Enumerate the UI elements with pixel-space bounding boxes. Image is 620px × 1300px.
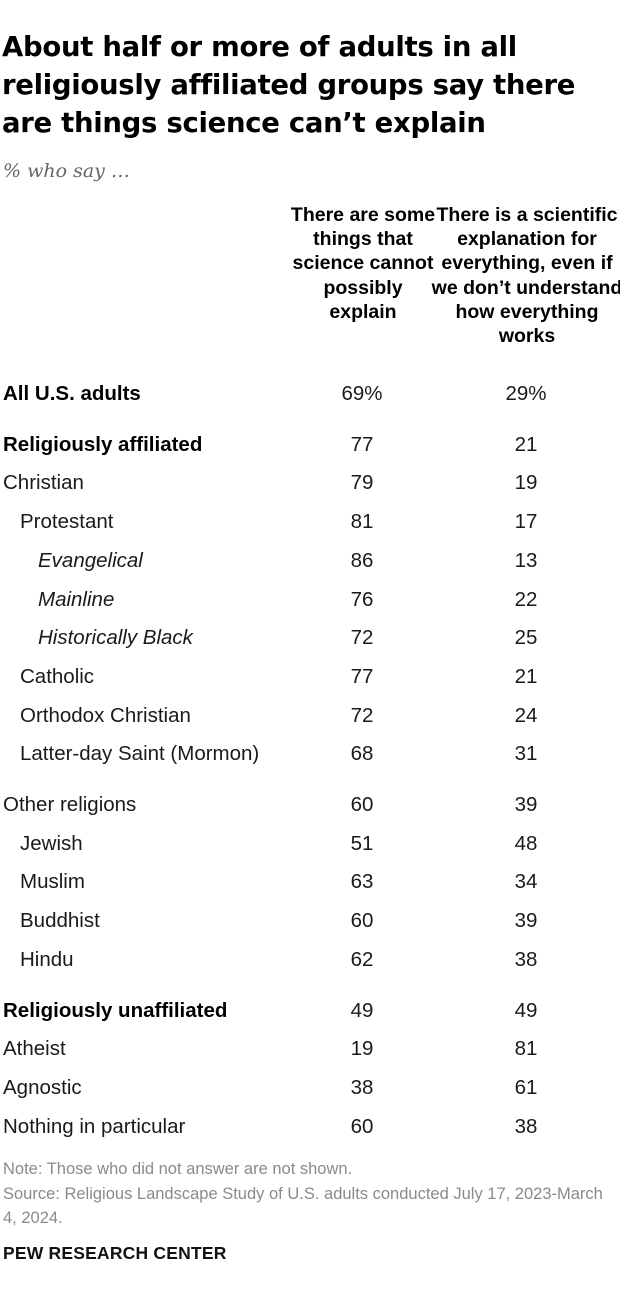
value-science-cannot-explain: 60 <box>350 909 374 933</box>
value-science-cannot-explain: 49 <box>350 998 374 1022</box>
table-row: Muslim 63 34 <box>0 864 620 900</box>
value-science-cannot-explain: 19 <box>350 1037 374 1061</box>
row-label: Catholic <box>20 664 95 688</box>
value-science-cannot-explain: 69% <box>341 382 383 405</box>
source-text: Source: Religious Landscape Study of U.S… <box>3 1185 603 1227</box>
value-scientific-explanation: 31 <box>514 742 538 766</box>
row-label: Protestant <box>20 510 114 534</box>
table-row: Orthodox Christian 72 24 <box>0 698 620 734</box>
column-header-science-cannot-explain: There are some things that science canno… <box>290 204 436 323</box>
value-science-cannot-explain: 77 <box>350 664 374 688</box>
row-label: Buddhist <box>20 909 100 933</box>
value-science-cannot-explain: 86 <box>350 548 374 572</box>
table-row: Catholic 77 21 <box>0 659 620 695</box>
chart-subtitle: % who say … <box>3 160 130 182</box>
value-scientific-explanation: 61 <box>514 1075 538 1099</box>
row-label: Orthodox Christian <box>20 703 191 727</box>
value-science-cannot-explain: 79 <box>350 471 374 495</box>
row-label: All U.S. adults <box>3 382 141 405</box>
value-scientific-explanation: 38 <box>514 1114 538 1138</box>
table-row: Other religions 60 39 <box>0 787 620 823</box>
value-scientific-explanation: 13 <box>514 548 538 572</box>
value-science-cannot-explain: 63 <box>350 870 374 894</box>
value-scientific-explanation: 21 <box>514 664 538 688</box>
row-label: Religiously unaffiliated <box>3 998 228 1022</box>
row-label: Atheist <box>3 1037 66 1061</box>
table-row: Buddhist 60 39 <box>0 903 620 939</box>
value-science-cannot-explain: 76 <box>350 587 374 611</box>
value-science-cannot-explain: 60 <box>350 793 374 816</box>
table-row: All U.S. adults 69% 29% <box>0 376 620 412</box>
table-row: Nothing in particular 60 38 <box>0 1109 620 1145</box>
value-science-cannot-explain: 72 <box>350 703 374 727</box>
value-science-cannot-explain: 62 <box>350 947 374 971</box>
table-row: Historically Black 72 25 <box>0 620 620 656</box>
column-header-scientific-explanation: There is a scientific explanation for ev… <box>431 204 620 348</box>
value-science-cannot-explain: 51 <box>350 831 374 855</box>
value-scientific-explanation: 49 <box>514 998 538 1022</box>
value-scientific-explanation: 24 <box>514 703 538 727</box>
value-science-cannot-explain: 38 <box>350 1075 374 1099</box>
table-row: Hindu 62 38 <box>0 942 620 978</box>
value-science-cannot-explain: 72 <box>350 626 374 650</box>
row-label: Nothing in particular <box>3 1114 186 1138</box>
row-label: Historically Black <box>38 626 193 650</box>
value-scientific-explanation: 17 <box>514 510 538 534</box>
value-science-cannot-explain: 81 <box>350 510 374 534</box>
value-scientific-explanation: 21 <box>514 432 538 456</box>
value-scientific-explanation: 38 <box>514 947 538 971</box>
value-scientific-explanation: 25 <box>514 626 538 650</box>
pew-research-center-logo-text: PEW RESEARCH CENTER <box>3 1243 227 1263</box>
value-science-cannot-explain: 60 <box>350 1114 374 1138</box>
row-label: Other religions <box>3 793 137 816</box>
row-label: Jewish <box>20 831 83 855</box>
row-label: Mainline <box>38 587 115 611</box>
row-label: Muslim <box>20 870 85 894</box>
table-row: Agnostic 38 61 <box>0 1070 620 1106</box>
value-scientific-explanation: 34 <box>514 870 538 894</box>
row-label: Religiously affiliated <box>3 432 203 456</box>
value-scientific-explanation: 19 <box>514 471 538 495</box>
value-scientific-explanation: 39 <box>514 909 538 933</box>
row-label: Hindu <box>20 947 74 971</box>
chart-title: About half or more of adults in all reli… <box>2 31 576 139</box>
value-science-cannot-explain: 68 <box>350 742 374 766</box>
table-row: Religiously affiliated 77 21 <box>0 427 620 463</box>
value-scientific-explanation: 29% <box>505 382 547 405</box>
table-row: Religiously unaffiliated 49 49 <box>0 993 620 1029</box>
table-row: Latter-day Saint (Mormon) 68 31 <box>0 736 620 772</box>
table-row: Protestant 81 17 <box>0 504 620 540</box>
table-row: Evangelical 86 13 <box>0 543 620 579</box>
row-label: Christian <box>3 471 84 495</box>
table-row: Jewish 51 48 <box>0 826 620 862</box>
table-row: Christian 79 19 <box>0 465 620 501</box>
value-scientific-explanation: 22 <box>514 587 538 611</box>
table-row: Mainline 76 22 <box>0 582 620 618</box>
row-label: Latter-day Saint (Mormon) <box>20 742 260 766</box>
value-scientific-explanation: 81 <box>514 1037 538 1061</box>
table-row: Atheist 19 81 <box>0 1031 620 1067</box>
value-scientific-explanation: 39 <box>514 793 538 816</box>
value-science-cannot-explain: 77 <box>350 432 374 456</box>
row-label: Evangelical <box>38 548 143 572</box>
note-text: Note: Those who did not answer are not s… <box>3 1160 353 1178</box>
row-label: Agnostic <box>3 1075 82 1099</box>
value-scientific-explanation: 48 <box>514 831 538 855</box>
